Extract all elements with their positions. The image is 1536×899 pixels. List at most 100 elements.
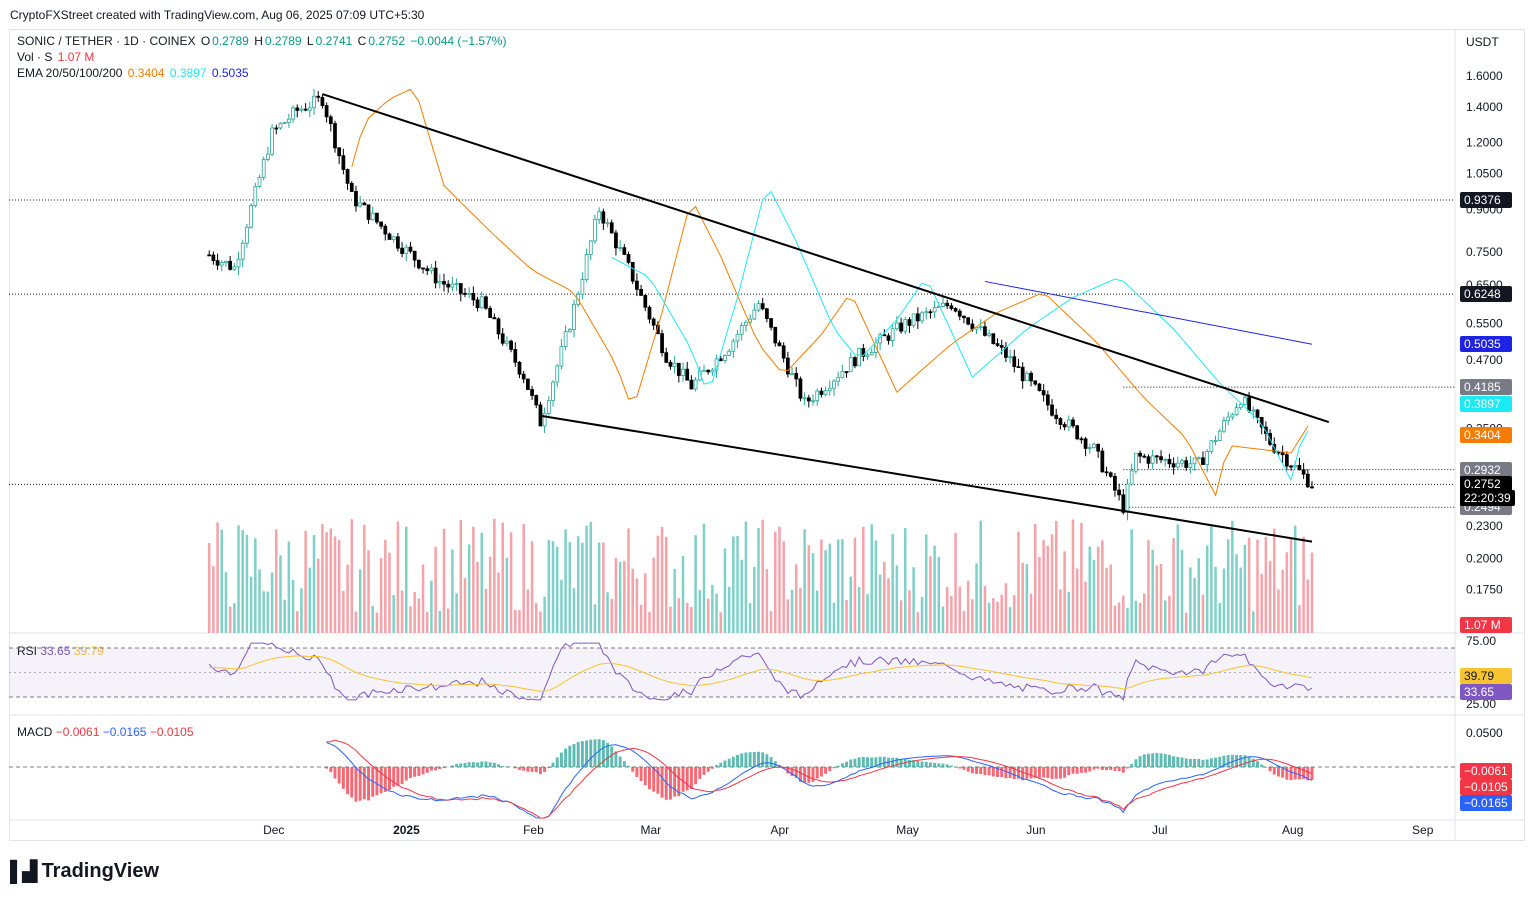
macd-histogram-bar xyxy=(1167,754,1171,767)
candle-body xyxy=(517,361,522,375)
macd-histogram-bar xyxy=(1113,767,1117,771)
volume-bar xyxy=(656,535,660,633)
candle-body xyxy=(492,317,497,320)
macd-histogram-bar xyxy=(715,765,719,767)
macd-histogram-bar xyxy=(1256,761,1259,767)
volume-bar xyxy=(698,589,702,633)
macd-histogram-bar xyxy=(1276,767,1280,777)
candle-body xyxy=(983,326,987,336)
macd-label[interactable]: MACD xyxy=(17,725,53,739)
macd-histogram-bar xyxy=(1079,767,1083,773)
volume-bar xyxy=(505,557,509,633)
volume-bar xyxy=(572,588,576,633)
candle-body xyxy=(1180,460,1184,464)
volume-bar xyxy=(446,608,450,633)
volume-bar xyxy=(1013,595,1016,633)
macd-histogram-bar xyxy=(1092,767,1096,770)
macd-histogram-bar xyxy=(748,752,752,767)
currency-label[interactable]: USDT xyxy=(1466,35,1499,49)
candle-body xyxy=(341,155,346,170)
time-axis-label: Sep xyxy=(1412,823,1434,837)
volume-label[interactable]: Vol · S xyxy=(17,50,53,64)
volume-bar xyxy=(1080,522,1083,633)
candle-body xyxy=(593,219,597,242)
candle-body xyxy=(370,212,375,220)
volume-bar xyxy=(677,598,681,633)
candle-body xyxy=(1129,470,1134,485)
candle-body xyxy=(723,354,727,362)
volume-bar xyxy=(547,539,551,633)
candle-body xyxy=(920,312,924,322)
candle-body xyxy=(207,254,212,257)
candle-body xyxy=(693,379,698,390)
volume-bar xyxy=(212,566,215,633)
candle-body xyxy=(526,378,530,390)
volume-bar xyxy=(589,522,593,633)
macd-histogram-bar xyxy=(958,767,962,769)
candle-body xyxy=(601,211,606,224)
volume-bar xyxy=(1084,581,1087,633)
macd-histogram-bar xyxy=(358,767,362,801)
volume-bar xyxy=(321,524,324,633)
ema-label[interactable]: EMA 20/50/100/200 xyxy=(17,66,123,80)
macd-histogram-bar xyxy=(1260,764,1264,767)
candle-body xyxy=(1297,464,1302,471)
volume-bar xyxy=(979,520,982,633)
candle-body xyxy=(1251,409,1256,412)
ema50-line xyxy=(351,88,1309,497)
candle-body xyxy=(773,326,778,344)
macd-histogram-bar xyxy=(866,757,869,767)
macd-histogram-bar xyxy=(840,763,844,767)
macd-histogram-bar xyxy=(1121,767,1125,773)
macd-histogram-bar xyxy=(924,761,928,767)
volume-bar xyxy=(530,541,534,633)
candle-body xyxy=(270,127,274,155)
macd-histogram-bar xyxy=(1184,758,1188,767)
candle-body xyxy=(412,250,417,261)
macd-histogram-bar xyxy=(618,756,622,767)
candle-body xyxy=(1016,366,1021,369)
volume-bar xyxy=(409,606,412,633)
candle-body xyxy=(1066,419,1071,428)
volume-bar xyxy=(543,596,546,633)
volume-bar xyxy=(945,587,949,633)
macd-histogram-bar xyxy=(677,767,681,797)
macd-histogram-bar xyxy=(1050,767,1054,779)
volume-bar xyxy=(904,528,907,633)
volume-bar xyxy=(924,534,928,633)
candle-body xyxy=(769,318,773,328)
volume-bar xyxy=(673,568,676,633)
macd-histogram-bar xyxy=(434,767,438,771)
volume-bar xyxy=(736,536,739,633)
candle-body xyxy=(1083,438,1088,449)
volume-bar xyxy=(824,550,827,633)
macd-histogram-bar xyxy=(1126,767,1129,769)
macd-histogram-bar xyxy=(1243,755,1247,767)
rsi-axis-label: 75.00 xyxy=(1466,634,1496,648)
candle-body xyxy=(534,395,539,406)
macd-histogram-bar xyxy=(916,761,920,767)
candle-body xyxy=(953,308,958,312)
tradingview-brand[interactable]: ▌▟ TradingView xyxy=(10,859,159,884)
macd-histogram-bar xyxy=(497,764,500,767)
candle-body xyxy=(324,105,329,118)
volume-bar xyxy=(1067,591,1071,633)
volume-bar xyxy=(950,595,953,633)
rsi-axis-label: 25.00 xyxy=(1466,697,1496,711)
volume-bar xyxy=(237,525,240,633)
volume-bar xyxy=(522,524,525,633)
macd-histogram-bar xyxy=(736,755,740,767)
macd-histogram-bar xyxy=(1117,767,1121,772)
candle-body xyxy=(991,333,996,345)
candle-body xyxy=(484,296,488,309)
volume-bar xyxy=(635,578,639,633)
symbol-title[interactable]: SONIC / TETHER · 1D · COINEX xyxy=(17,34,196,48)
macd-histogram-bar xyxy=(568,745,572,767)
time-axis-label: Jul xyxy=(1152,823,1167,837)
candle-body xyxy=(257,177,262,187)
macd-line-value: −0.0165 xyxy=(102,725,147,739)
volume-bar xyxy=(648,611,651,633)
candle-body xyxy=(1020,366,1025,382)
volume-bar xyxy=(425,611,429,633)
